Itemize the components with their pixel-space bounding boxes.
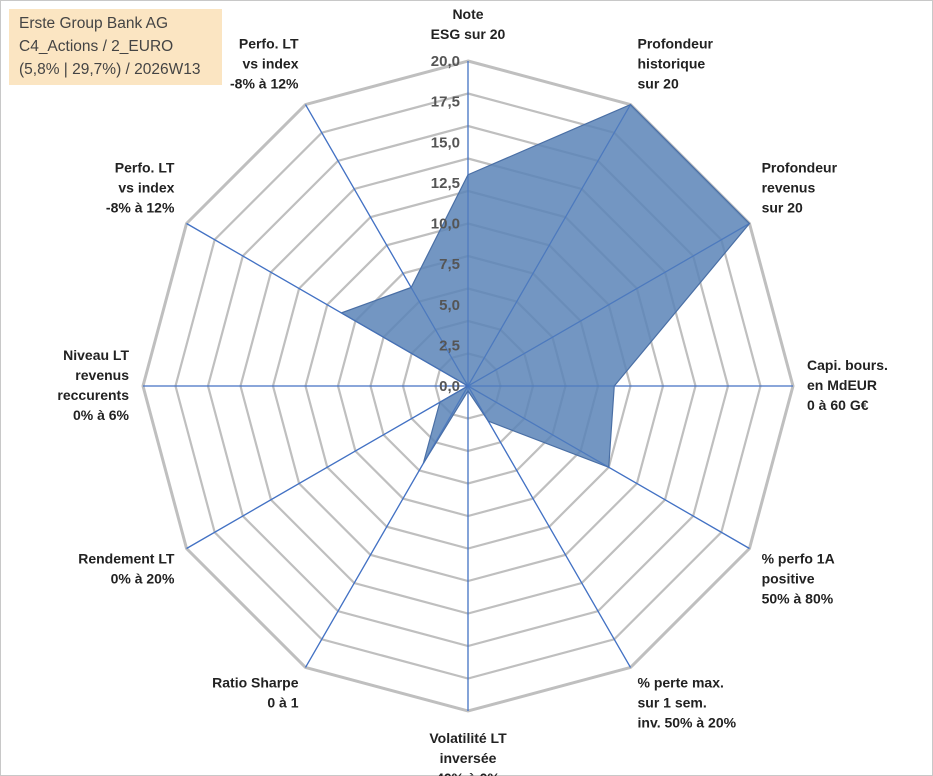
- title-line-1: Erste Group Bank AG: [19, 15, 169, 32]
- axis-label: vs index: [118, 180, 174, 196]
- axis-label: inv. 50% à 20%: [638, 715, 737, 731]
- radar-series: [143, 61, 793, 711]
- axis-label: % perte max.: [638, 675, 724, 691]
- axis-label: 50% à 80%: [762, 591, 834, 607]
- axis-label: Capi. bours.: [807, 357, 888, 373]
- tick-label: 2,5: [439, 337, 460, 354]
- axis-label: % perfo 1A: [762, 551, 835, 567]
- axis-label: 0 à 60 G€: [807, 397, 869, 413]
- axis-label: Ratio Sharpe: [212, 675, 299, 691]
- axis-label: inversée: [440, 750, 497, 766]
- axis-label: Niveau LT: [63, 347, 129, 363]
- tick-label: 17,5: [431, 94, 460, 111]
- axis-label: 0% à 20%: [111, 571, 175, 587]
- axis-label: ESG sur 20: [431, 26, 506, 42]
- axis-label: revenus: [75, 367, 129, 383]
- axis-spoke-overlay: [305, 385, 469, 668]
- axis-label-group: % perte max. sur 1 sem. inv. 50% à 20%: [638, 675, 737, 731]
- axis-labels: Note ESG sur 20 Profondeur historique sur 20…: [57, 6, 888, 776]
- axis-spoke-overlay: [186, 385, 469, 549]
- axis-label: -8% à 12%: [106, 200, 175, 216]
- tick-label: 0,0: [439, 378, 460, 395]
- axis-label: positive: [762, 571, 815, 587]
- axis-label: Perfo. LT: [239, 35, 299, 51]
- tick-label: 20,0: [431, 53, 460, 70]
- axis-label: vs index: [242, 55, 298, 71]
- axis-label: Profondeur: [638, 35, 714, 51]
- axis-label: 0% à 6%: [73, 407, 130, 423]
- axis-label-group: Perfo. LT vs index -8% à 12%: [106, 160, 175, 216]
- axis-spoke-overlay: [467, 104, 631, 387]
- axis-label: Rendement LT: [78, 551, 175, 567]
- axis-label: 0 à 1: [267, 695, 298, 711]
- axis-label: sur 20: [638, 75, 679, 91]
- axis-label-group: Profondeur historique sur 20: [638, 35, 714, 91]
- axis-spoke-overlay: [305, 104, 469, 387]
- chart-title-box: Erste Group Bank AG C4_Actions / 2_EURO …: [9, 9, 222, 85]
- tick-label: 12,5: [431, 175, 460, 192]
- title-line-2: C4_Actions / 2_EURO: [19, 38, 174, 55]
- axis-label: sur 20: [762, 200, 803, 216]
- axis-label: historique: [638, 55, 706, 71]
- axis-label: reccurents: [57, 387, 129, 403]
- tick-label: 7,5: [439, 256, 460, 273]
- axis-label: revenus: [762, 180, 816, 196]
- axis-label: Profondeur: [762, 160, 838, 176]
- axis-label-group: Profondeur revenus sur 20: [762, 160, 838, 216]
- axis-label: Volatilité LT: [429, 730, 507, 746]
- axis-label-group: Niveau LT revenus reccurents 0% à 6%: [57, 347, 129, 423]
- axis-spoke-overlay: [186, 223, 469, 387]
- axis-label: Perfo. LT: [115, 160, 175, 176]
- axis-label-group: Rendement LT 0% à 20%: [78, 551, 175, 587]
- axis-spoke-overlay: [467, 223, 750, 387]
- axis-label-group: Note ESG sur 20: [431, 6, 506, 42]
- axis-label: 40% à 0%: [436, 770, 500, 776]
- axis-label: sur 1 sem.: [638, 695, 707, 711]
- axis-spoke-overlay: [467, 385, 631, 668]
- axis-label-group: % perfo 1A positive 50% à 80%: [762, 551, 835, 607]
- tick-label: 10,0: [431, 216, 460, 233]
- axis-label-group: Volatilité LT inversée 40% à 0%: [429, 730, 507, 776]
- radial-tick-labels: 0,0 2,5 5,0 7,5 10,0 12,5 15,0 17,5 20,0: [431, 53, 460, 395]
- axis-label-group: Capi. bours. en MdEUR 0 à 60 G€: [807, 357, 888, 413]
- axis-label: -8% à 12%: [230, 75, 299, 91]
- tick-label: 5,0: [439, 297, 460, 314]
- axis-spoke-overlay: [467, 385, 750, 549]
- axis-label: Note: [452, 6, 483, 22]
- tick-label: 15,0: [431, 134, 460, 151]
- axis-label-group: Perfo. LT vs index -8% à 12%: [230, 35, 299, 91]
- axis-label-group: Ratio Sharpe 0 à 1: [212, 675, 299, 711]
- title-line-3: (5,8% | 29,7%) / 2026W13: [19, 61, 201, 78]
- axis-label: en MdEUR: [807, 377, 877, 393]
